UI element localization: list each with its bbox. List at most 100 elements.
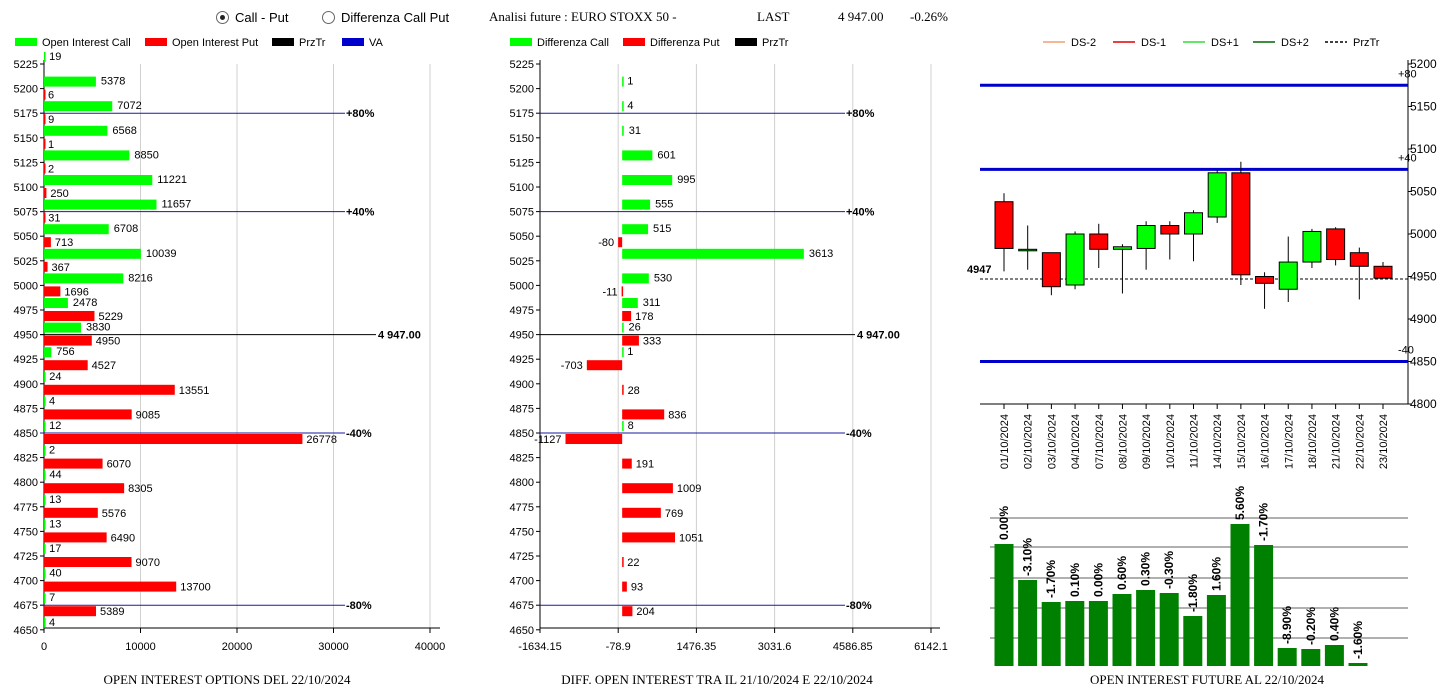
oi-put-bar <box>44 286 61 297</box>
candle-level-label: +80 <box>1398 68 1417 80</box>
diff-legend-label: Differenza Put <box>650 37 720 49</box>
diff-put-label: 22 <box>627 557 639 569</box>
candle-legend-label: DS+2 <box>1281 37 1309 49</box>
diff-call-bar <box>622 273 649 284</box>
oi-put-label: 6 <box>48 90 54 102</box>
foi-bar-label: 5.60% <box>1233 486 1247 520</box>
top-bar: Call - Put Differenza Call Put Analisi f… <box>0 0 1442 32</box>
oi-call-bar <box>44 224 109 235</box>
last-value: 4 947.00 <box>838 9 884 24</box>
diff-put-label: 178 <box>635 311 653 323</box>
oi-call-bar <box>44 519 46 530</box>
oi-put-bar <box>44 360 88 371</box>
diff-call-bar <box>622 322 624 333</box>
oi-put-bar <box>44 237 51 248</box>
oi-ytick-label: 4800 <box>14 477 38 489</box>
oi-call-bar <box>44 248 141 259</box>
foi-bar <box>1206 595 1226 666</box>
radio-selected-icon <box>216 11 229 24</box>
diff-call-label: 26 <box>628 322 640 334</box>
diff-call-bar <box>622 421 624 431</box>
candle-date-label: 22/10/2024 <box>1354 414 1366 469</box>
foi-bar-label: 1.60% <box>1209 557 1223 591</box>
candle-body <box>1255 276 1275 284</box>
oi-ytick-label: 5125 <box>14 157 38 169</box>
diff-ytick-label: 5125 <box>510 157 534 169</box>
oi-put-bar <box>44 507 98 518</box>
oi-call-bar <box>44 396 46 407</box>
oi-ytick-label: 4775 <box>14 502 38 514</box>
oi-ref-label: 4 947.00 <box>378 330 421 342</box>
diff-put-label: -11 <box>603 286 618 298</box>
candle-date-label: 01/10/2024 <box>999 414 1011 469</box>
foi-bar <box>1301 649 1321 666</box>
diff-xtick-label: 1476.35 <box>677 641 717 653</box>
diff-call-label: 1 <box>627 346 633 358</box>
candle-ytick-label: 4850 <box>1410 355 1437 369</box>
oi-put-label: 13551 <box>179 385 210 397</box>
oi-call-bar <box>44 52 46 62</box>
last-change: -0.26% <box>910 9 948 24</box>
oi-call-label: 2 <box>49 445 55 457</box>
oi-call-label: 5378 <box>101 76 125 88</box>
candle-ytick-label: 4950 <box>1410 270 1437 284</box>
oi-ytick-label: 4700 <box>14 576 38 588</box>
radio-call-put[interactable]: Call - Put <box>216 10 288 25</box>
oi-call-bar <box>44 101 113 112</box>
diff-ytick-label: 4725 <box>510 551 534 563</box>
oi-call-bar <box>44 544 46 554</box>
diff-ytick-label: 4950 <box>510 330 534 342</box>
diff-call-label: 995 <box>677 174 695 186</box>
candle-body <box>994 201 1014 249</box>
candle-body <box>1278 261 1298 290</box>
foi-bar <box>1254 545 1274 666</box>
diff-xtick-label: 4586.85 <box>833 641 873 653</box>
diff-legend-swatch <box>735 38 757 46</box>
oi-legend-label: VA <box>369 37 384 49</box>
oi-call-label: 10039 <box>146 248 177 260</box>
diff-put-bar <box>565 434 623 444</box>
oi-ytick-label: 4850 <box>14 428 38 440</box>
candle-body <box>1207 172 1227 218</box>
diff-call-label: 515 <box>653 223 671 235</box>
diff-call-label: 31 <box>629 125 641 137</box>
oi-ytick-label: 4900 <box>14 379 38 391</box>
candle-body <box>1302 230 1322 263</box>
oi-put-label: 31 <box>48 213 60 225</box>
oi-call-label: 13 <box>49 494 61 506</box>
diff-ref-label: -40% <box>846 428 872 440</box>
diff-call-bar <box>622 76 624 87</box>
diff-call-bar <box>622 347 624 358</box>
oi-call-label: 8216 <box>128 272 152 284</box>
diff-put-label: 836 <box>668 409 686 421</box>
diff-legend-label: PrzTr <box>762 37 789 49</box>
diff-ref-label: +40% <box>846 207 875 219</box>
candle-ytick-label: 4800 <box>1410 397 1437 411</box>
candle-last-label: 4947 <box>967 264 991 276</box>
radio-diff-call-put[interactable]: Differenza Call Put <box>322 10 449 25</box>
oi-put-label: 4950 <box>96 336 120 348</box>
oi-call-bar <box>44 298 68 308</box>
diff-call-bar <box>622 150 653 161</box>
oi-put-bar <box>44 606 97 617</box>
diff-ytick-label: 4875 <box>510 403 534 415</box>
oi-put-label: 8305 <box>128 483 152 495</box>
oi-call-bar <box>44 125 108 136</box>
diff-title: DIFF. OPEN INTEREST TRA IL 21/10/2024 E … <box>561 672 873 687</box>
diff-call-bar <box>622 298 638 308</box>
oi-ytick-label: 5150 <box>14 133 38 145</box>
candle-date-label: 09/10/2024 <box>1141 414 1153 469</box>
candle-date-label: 11/10/2024 <box>1189 414 1201 468</box>
diff-ytick-label: 4825 <box>510 453 534 465</box>
oi-ytick-label: 5225 <box>14 59 38 71</box>
oi-call-bar <box>44 273 124 284</box>
diff-ytick-label: 4750 <box>510 526 534 538</box>
candle-date-label: 02/10/2024 <box>1023 414 1035 469</box>
oi-call-label: 11221 <box>157 174 187 186</box>
diff-put-bar <box>622 581 627 592</box>
oi-ref-label: +40% <box>346 207 375 219</box>
oi-call-bar <box>44 347 52 358</box>
candle-body <box>1041 252 1061 288</box>
candle-body <box>1326 228 1346 260</box>
